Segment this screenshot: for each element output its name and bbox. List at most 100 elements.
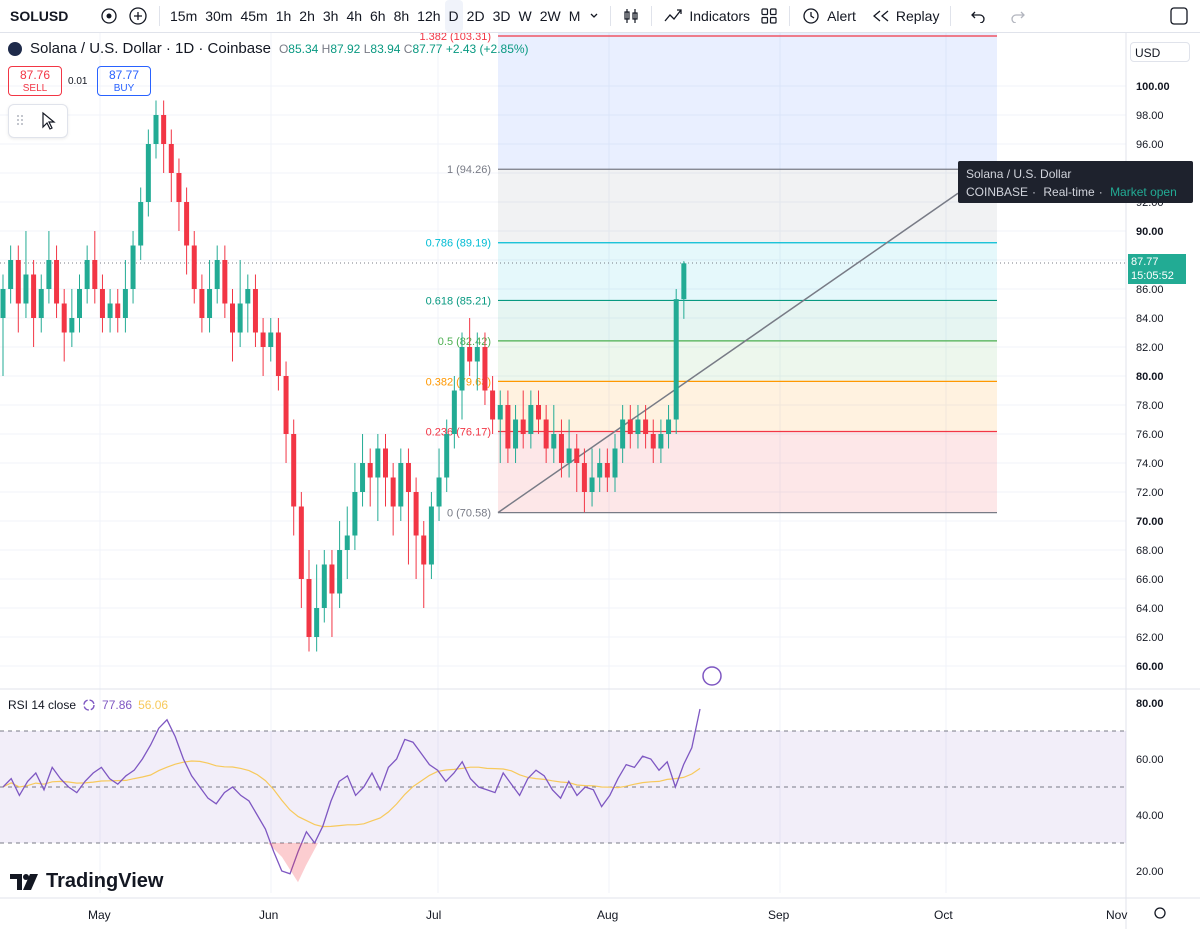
timeframe-45m[interactable]: 45m	[240, 8, 268, 24]
candle[interactable]	[604, 463, 610, 478]
candle[interactable]	[612, 448, 618, 478]
candle[interactable]	[298, 506, 304, 580]
candle[interactable]	[505, 405, 511, 449]
candle[interactable]	[513, 419, 519, 449]
candle[interactable]	[360, 463, 366, 492]
candle[interactable]	[92, 260, 98, 289]
candle[interactable]	[482, 347, 488, 391]
candle[interactable]	[191, 245, 197, 290]
tradingview-logo[interactable]: TradingView	[10, 870, 163, 893]
candle[interactable]	[627, 419, 633, 435]
timeframe-2h[interactable]: 2h	[299, 8, 315, 24]
candle[interactable]	[15, 260, 21, 304]
candle[interactable]	[551, 434, 557, 449]
candle[interactable]	[0, 289, 6, 318]
timeframe-2d[interactable]: 2D	[466, 8, 485, 24]
timeframe-12h[interactable]: 12h	[417, 8, 441, 24]
candle[interactable]	[31, 274, 37, 319]
candle[interactable]	[214, 260, 220, 289]
candle[interactable]	[543, 419, 549, 449]
candle[interactable]	[46, 260, 52, 289]
timeframe-6h[interactable]: 6h	[370, 8, 386, 24]
candle[interactable]	[589, 477, 595, 493]
candle[interactable]	[337, 550, 343, 594]
candle[interactable]	[367, 463, 373, 478]
candle[interactable]	[184, 202, 190, 246]
candle[interactable]	[306, 579, 312, 637]
candle[interactable]	[161, 115, 167, 144]
timeframe-30m[interactable]: 30m	[205, 8, 233, 24]
candle[interactable]	[436, 477, 442, 507]
candle[interactable]	[673, 299, 679, 420]
axis-settings-icon[interactable]	[1154, 907, 1166, 919]
candle[interactable]	[130, 245, 136, 290]
candle[interactable]	[558, 434, 564, 463]
candle[interactable]	[329, 564, 335, 594]
add-symbol-icon[interactable]	[123, 0, 153, 32]
candle[interactable]	[176, 173, 182, 202]
candle[interactable]	[230, 303, 235, 333]
candle[interactable]	[260, 332, 266, 348]
candle[interactable]	[107, 303, 113, 319]
timeframe-2w[interactable]: 2W	[539, 8, 561, 24]
timeframe-dropdown-icon[interactable]	[584, 0, 604, 32]
timeframe-8h[interactable]: 8h	[393, 8, 410, 24]
timeframe-3h[interactable]: 3h	[322, 8, 339, 24]
candle[interactable]	[635, 419, 641, 435]
candle[interactable]	[23, 274, 29, 304]
candle[interactable]	[497, 405, 503, 420]
candle[interactable]	[566, 448, 572, 464]
candle[interactable]	[138, 202, 144, 246]
candle[interactable]	[643, 419, 649, 435]
candle[interactable]	[581, 463, 587, 492]
drawing-toolbar[interactable]	[8, 104, 68, 138]
candle[interactable]	[597, 463, 603, 478]
candle[interactable]	[54, 260, 60, 304]
candle[interactable]	[168, 144, 174, 173]
candle[interactable]	[8, 260, 14, 289]
candle[interactable]	[199, 289, 205, 318]
indicators-button[interactable]: Indicators	[658, 0, 755, 32]
candle[interactable]	[421, 535, 427, 565]
candle[interactable]	[344, 535, 350, 551]
candle[interactable]	[459, 347, 465, 391]
candle[interactable]	[390, 477, 396, 507]
candle[interactable]	[574, 448, 580, 464]
timeframe-d[interactable]: D	[444, 0, 463, 32]
timeframe-3d[interactable]: 3D	[492, 8, 511, 24]
undo-icon[interactable]	[965, 0, 991, 32]
sell-button[interactable]: 87.76 SELL	[8, 66, 62, 96]
candle[interactable]	[291, 434, 297, 507]
candle[interactable]	[398, 463, 404, 507]
symbol-search[interactable]: SOLUSD	[10, 8, 69, 24]
candle[interactable]	[77, 289, 82, 318]
candle[interactable]	[99, 289, 105, 318]
candle[interactable]	[321, 564, 327, 609]
timeframe-w[interactable]: W	[518, 8, 532, 24]
candle[interactable]	[115, 303, 121, 319]
candle[interactable]	[122, 289, 128, 318]
candle[interactable]	[383, 448, 388, 478]
candle[interactable]	[666, 419, 672, 435]
candle[interactable]	[38, 289, 44, 318]
candle[interactable]	[428, 506, 434, 565]
candle[interactable]	[444, 434, 450, 478]
candle[interactable]	[536, 405, 541, 420]
fullscreen-icon[interactable]	[1164, 0, 1194, 32]
candle[interactable]	[268, 332, 274, 348]
timeframe-4h[interactable]: 4h	[346, 8, 363, 24]
candle[interactable]	[245, 289, 251, 304]
candle[interactable]	[474, 347, 480, 362]
rsi-settings-icon[interactable]	[82, 698, 96, 712]
candle[interactable]	[207, 289, 213, 318]
candle[interactable]	[252, 289, 258, 333]
candle[interactable]	[69, 318, 75, 333]
candle[interactable]	[61, 303, 67, 333]
timeframe-m[interactable]: M	[568, 8, 581, 24]
candle[interactable]	[650, 434, 656, 449]
buy-button[interactable]: 87.77 BUY	[97, 66, 151, 96]
candle[interactable]	[658, 434, 664, 449]
alert-button[interactable]: Alert	[796, 0, 861, 32]
currency-selector[interactable]: USD	[1130, 42, 1190, 62]
candle[interactable]	[451, 390, 457, 435]
